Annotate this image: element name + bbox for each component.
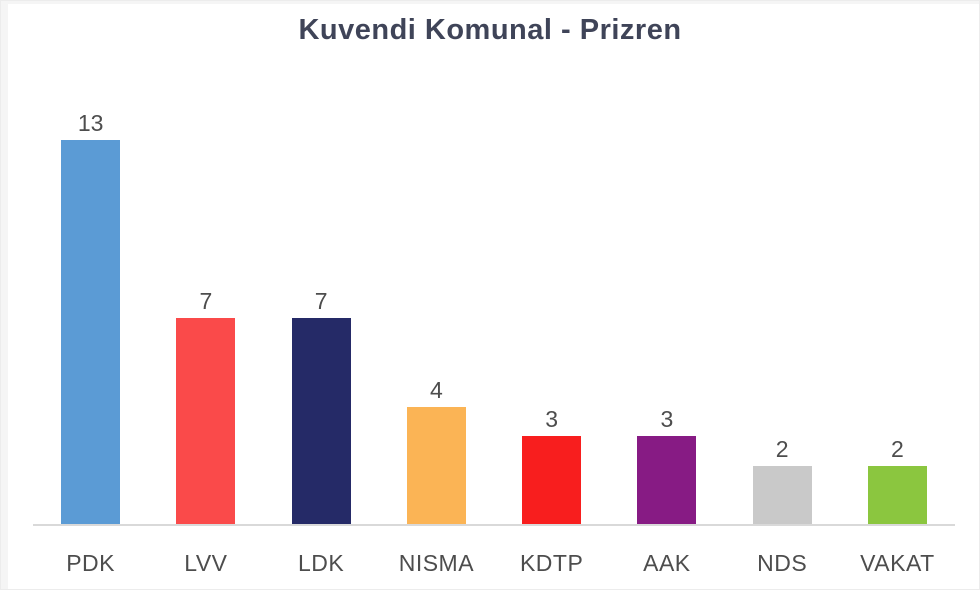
- bar-group: 2: [725, 438, 840, 525]
- bar-value-label: 13: [77, 110, 104, 136]
- bar-value-label: 7: [314, 288, 328, 314]
- x-axis-label: LDK: [298, 550, 345, 576]
- x-axis-label: AAK: [643, 550, 691, 576]
- x-axis-labels: PDK LVV LDK NISMA KDTP AAK NDS VAKAT: [33, 548, 955, 578]
- bar: [867, 466, 927, 525]
- chart-title: Kuvendi Komunal - Prizren: [298, 14, 682, 46]
- bar-value-label: 7: [199, 288, 213, 314]
- bar-value-label: 4: [429, 377, 443, 403]
- plot-area: 13 7 7 4 3 3 2 2 PDK LVV LDK NISMA KDTP AAK NDS VAKAT: [33, 0, 955, 590]
- bar-value-label: 2: [890, 436, 904, 462]
- bar: [406, 407, 466, 525]
- bar-group: 3: [494, 408, 609, 525]
- x-axis-label: LVV: [184, 550, 228, 576]
- x-axis-label: NISMA: [398, 550, 475, 576]
- bar: [522, 436, 582, 525]
- bar: [291, 318, 351, 525]
- bar-group: 2: [840, 438, 955, 525]
- x-axis-line: [33, 524, 955, 526]
- bar-group: 7: [264, 290, 379, 525]
- x-axis-label: NDS: [757, 550, 808, 576]
- bar-value-label: 2: [775, 436, 789, 462]
- bars-row: 13 7 7 4 3 3 2 2: [33, 80, 955, 525]
- bar-group: 7: [148, 290, 263, 525]
- bar-group: 3: [609, 408, 724, 525]
- x-axis-label: PDK: [66, 550, 116, 576]
- x-axis-label: KDTP: [519, 550, 584, 576]
- x-axis-label: VAKAT: [860, 550, 935, 576]
- bar-value-label: 3: [545, 406, 559, 432]
- bar: [752, 466, 812, 525]
- bar-value-label: 3: [660, 406, 674, 432]
- bar: [61, 140, 121, 525]
- bar: [176, 318, 236, 525]
- bar: [637, 436, 697, 525]
- bar-group: 4: [379, 379, 494, 525]
- bar-group: 13: [33, 112, 148, 525]
